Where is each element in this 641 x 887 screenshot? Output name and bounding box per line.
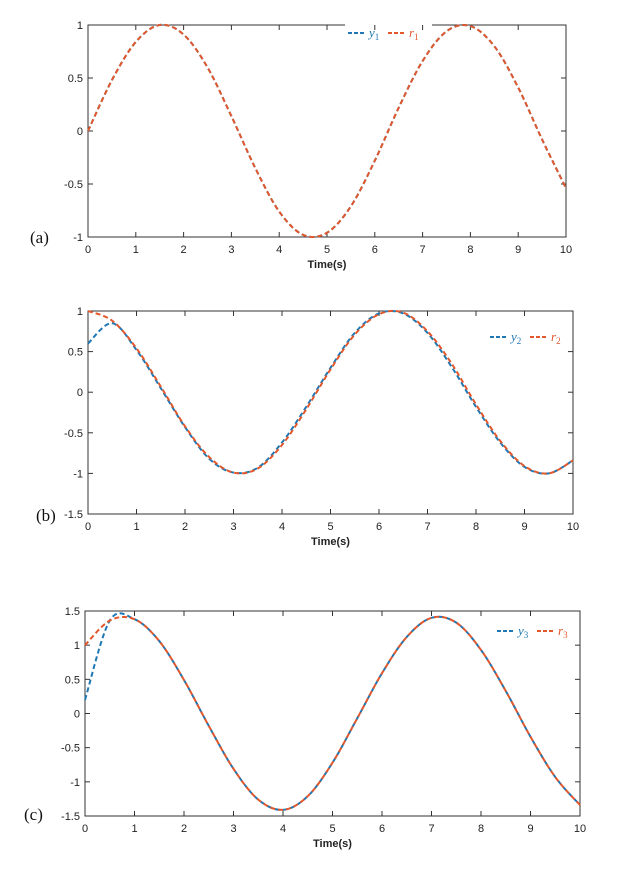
legend: y3 r3	[497, 623, 568, 640]
series-line-y1	[87, 23, 567, 239]
y-tick-label: 0	[74, 709, 80, 721]
x-tick-label: 7	[420, 244, 426, 256]
x-tick-label: 7	[428, 823, 434, 835]
y-tick-label: -1	[70, 777, 80, 789]
plot-area-frame	[87, 310, 574, 515]
x-tick-label: 9	[521, 521, 527, 533]
x-tick-label: 0	[82, 823, 88, 835]
series-line-y3	[84, 612, 581, 811]
legend-entry-r2: r2	[551, 329, 561, 346]
series-line-r1	[87, 23, 567, 239]
x-tick-label: 0	[85, 244, 91, 256]
legend-entry-y2: y2	[509, 329, 521, 346]
plot-area-frame	[87, 24, 567, 238]
y-tick-label: 0	[77, 126, 83, 138]
x-tick-label: 7	[424, 521, 430, 533]
legend-entry-r1: r1	[409, 25, 419, 42]
x-tick-label: 6	[372, 244, 378, 256]
chart-c-svg: 0 1 2 3 4 5 6 7 8 9 10 1.5 1 0.5 0 -0.5 -1 -1.5 Time(s) (c)…	[24, 606, 586, 850]
x-axis-label: Time(s)	[313, 838, 352, 850]
series-line-r2	[87, 309, 574, 475]
chart-panel-b: 0 1 2 3 4 5 6 7 8 9 10 1 0.5 0 -0.5 -1 -1.5 Time(s) (b) y2 r…	[0, 292, 641, 562]
legend: y2 r2	[490, 329, 561, 346]
y-tick-label: -0.5	[61, 743, 80, 755]
legend: y1 r1	[348, 25, 419, 42]
legend-entry-y3: y3	[516, 623, 529, 640]
x-tick-label: 9	[515, 244, 521, 256]
x-tick-label: 10	[574, 823, 586, 835]
y-tick-label: -0.5	[64, 179, 83, 191]
x-tick-label: 0	[85, 521, 91, 533]
y-tick-label: 1.5	[65, 606, 80, 618]
y-tick-label: 1	[74, 640, 80, 652]
x-tick-label: 5	[327, 521, 333, 533]
y-tick-label: -0.5	[64, 428, 83, 440]
y-tick-label: -1	[73, 468, 83, 480]
x-axis-label: Time(s)	[311, 536, 350, 548]
chart-panel-c: 0 1 2 3 4 5 6 7 8 9 10 1.5 1 0.5 0 -0.5 -1 -1.5 Time(s) (c)…	[0, 588, 641, 868]
x-tick-label: 1	[133, 244, 139, 256]
y-tick-label: -1	[73, 232, 83, 244]
x-tick-label: 8	[467, 244, 473, 256]
x-tick-label: 4	[276, 244, 282, 256]
y-tick-label: 0	[77, 387, 83, 399]
x-tick-label: 5	[324, 244, 330, 256]
x-tick-label: 1	[131, 823, 137, 835]
x-tick-label: 2	[181, 823, 187, 835]
legend-entry-y1: y1	[367, 25, 379, 42]
x-tick-label: 2	[181, 244, 187, 256]
x-tick-label: 3	[228, 244, 234, 256]
x-tick-label: 8	[473, 521, 479, 533]
panel-label: (c)	[24, 805, 43, 824]
x-tick-label: 9	[527, 823, 533, 835]
x-tick-label: 1	[133, 521, 139, 533]
panel-label: (a)	[30, 228, 49, 247]
x-tick-label: 2	[182, 521, 188, 533]
y-tick-label: 0.5	[68, 347, 83, 359]
legend-entry-r3: r3	[558, 623, 568, 640]
x-tick-label: 8	[478, 823, 484, 835]
x-tick-label: 10	[567, 521, 579, 533]
x-tick-label: 3	[230, 823, 236, 835]
x-tick-label: 4	[280, 823, 286, 835]
x-tick-label: 10	[560, 244, 572, 256]
x-tick-label: 3	[230, 521, 236, 533]
y-tick-label: 1	[77, 306, 83, 318]
y-tick-label: 0.5	[68, 73, 83, 85]
y-tick-label: -1.5	[64, 509, 83, 521]
x-tick-label: 6	[376, 521, 382, 533]
y-tick-label: -1.5	[61, 811, 80, 823]
chart-panel-a: 0 1 2 3 4 5 6 7 8 9 10 1 0.5 0 -0.5 -1 Time(s) (a) y1 r1	[0, 0, 641, 271]
series-line-y2	[87, 310, 574, 475]
chart-b-svg: 0 1 2 3 4 5 6 7 8 9 10 1 0.5 0 -0.5 -1 -1.5 Time(s) (b) y2 r…	[36, 306, 579, 548]
y-tick-label: 0.5	[65, 674, 80, 686]
x-tick-label: 6	[379, 823, 385, 835]
x-tick-label: 5	[329, 823, 335, 835]
y-tick-label: 1	[77, 20, 83, 32]
panel-label: (b)	[36, 506, 56, 525]
x-axis-label: Time(s)	[308, 259, 347, 271]
chart-a-svg: 0 1 2 3 4 5 6 7 8 9 10 1 0.5 0 -0.5 -1 Time(s) (a) y1 r1	[30, 20, 572, 271]
series-line-r3	[84, 615, 581, 811]
x-tick-label: 4	[279, 521, 285, 533]
